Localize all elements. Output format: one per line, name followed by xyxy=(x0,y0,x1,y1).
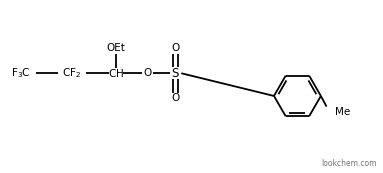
Text: $\mathsf{CF_2}$: $\mathsf{CF_2}$ xyxy=(62,66,82,80)
Text: $\mathsf{CH}$: $\mathsf{CH}$ xyxy=(108,67,124,79)
Text: Me: Me xyxy=(335,107,350,117)
Text: $\mathsf{F_3C}$: $\mathsf{F_3C}$ xyxy=(11,66,31,80)
Text: lookchem.com: lookchem.com xyxy=(321,159,377,168)
Text: S: S xyxy=(172,67,179,80)
Text: O: O xyxy=(171,43,179,53)
Text: O: O xyxy=(171,93,179,103)
Text: O: O xyxy=(143,68,151,78)
Text: OEt: OEt xyxy=(106,43,125,53)
